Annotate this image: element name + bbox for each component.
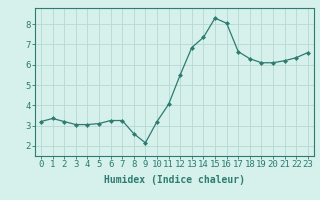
X-axis label: Humidex (Indice chaleur): Humidex (Indice chaleur) (104, 175, 245, 185)
